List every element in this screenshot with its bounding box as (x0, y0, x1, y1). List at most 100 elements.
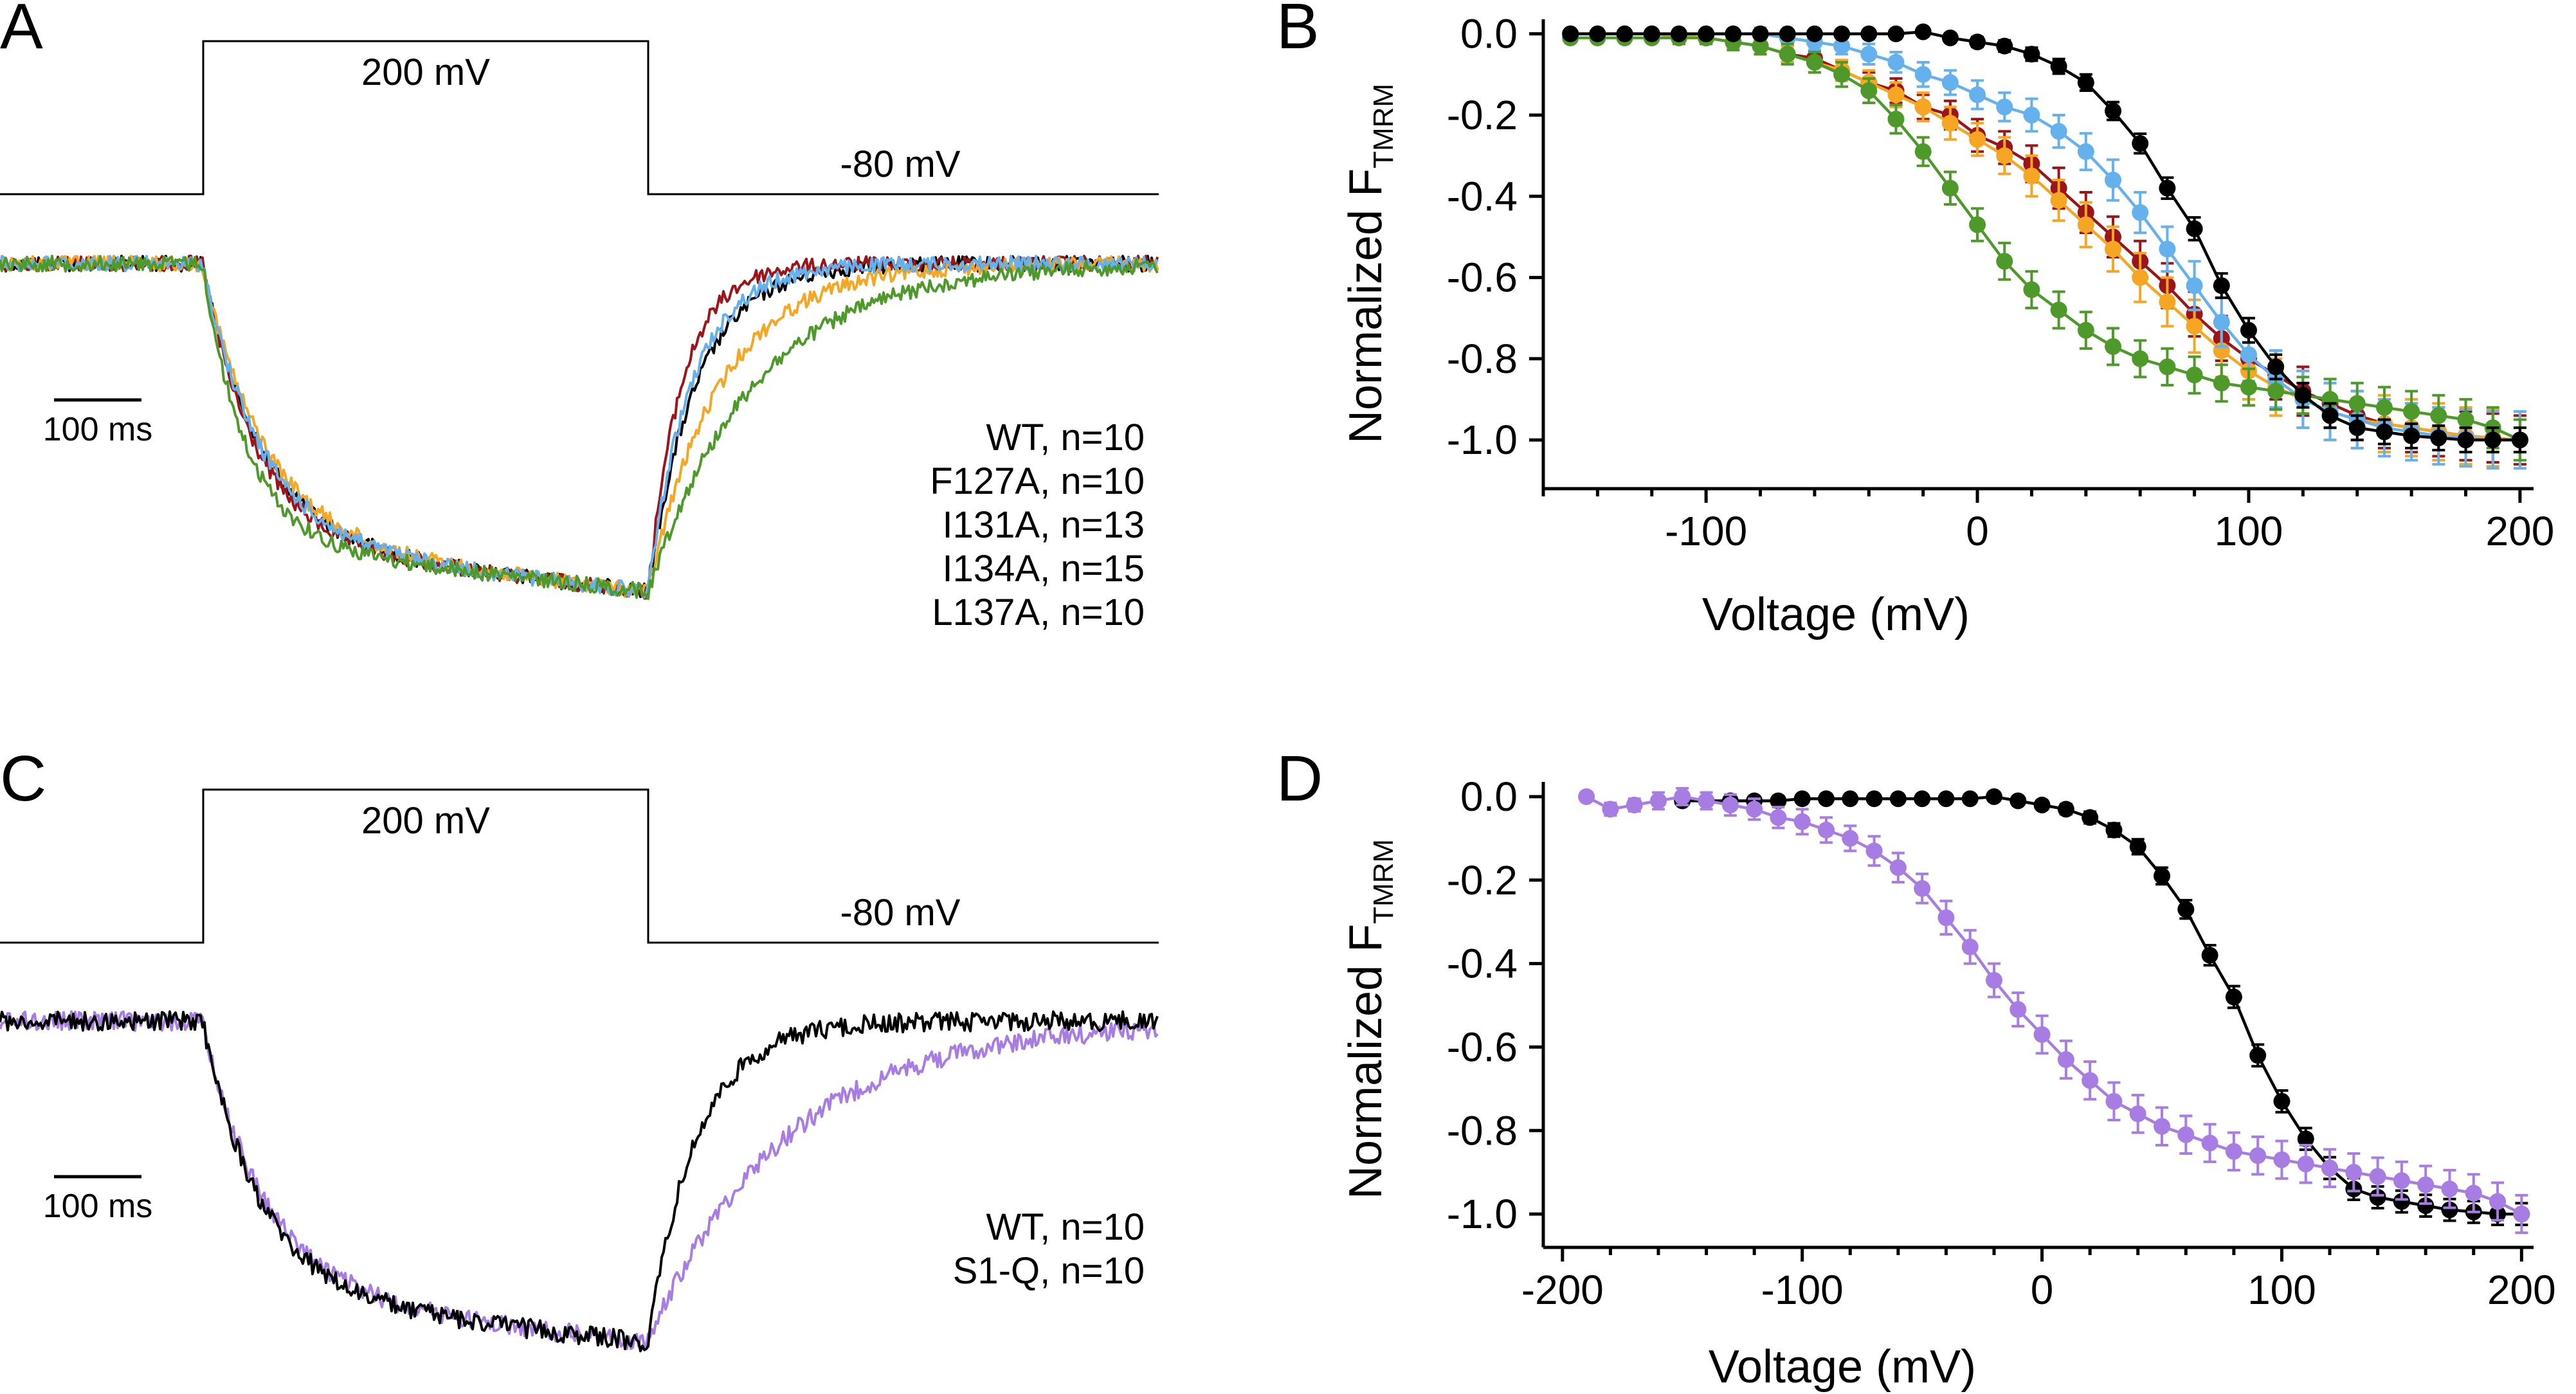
data-point-i131a (2186, 318, 2203, 335)
data-point-i134a (2132, 204, 2149, 221)
data-point-s1q (2273, 1151, 2290, 1168)
data-point-s1q (2321, 1159, 2339, 1177)
x-tick-label: -100 (1665, 508, 1747, 554)
data-point-l137a (2050, 302, 2067, 319)
legend-a-f127a: F127A, n=10 (930, 460, 1145, 502)
data-point-s1q (2225, 1143, 2242, 1160)
data-point-wt (2273, 1092, 2290, 1110)
data-point-l137a (1779, 46, 1796, 63)
data-point-wt (2297, 1130, 2314, 1148)
data-point-i134a (2240, 346, 2257, 363)
data-point-wt (2240, 321, 2257, 339)
data-point-wt (2457, 431, 2474, 449)
data-point-s1q (2082, 1072, 2099, 1089)
data-point-wt (1818, 790, 1835, 808)
panel-b-xlabel: Voltage (mV) (1702, 589, 1970, 640)
data-point-wt (1941, 29, 1959, 46)
panel-d-plot: 0.0 -0.2 -0.4 -0.6 -0.8 -1.0-200 -100 0 100 200 (1447, 774, 2556, 1313)
data-point-wt (1961, 790, 1979, 808)
fit-line-f127a (1570, 32, 2521, 442)
data-point-wt (2009, 792, 2027, 810)
data-point-wt (2105, 102, 2122, 120)
data-point-s1q (1818, 821, 1835, 838)
data-point-s1q (2489, 1193, 2507, 1210)
x-tick-label: 0 (1966, 508, 1989, 554)
data-point-wt (2213, 277, 2230, 294)
legend-a-i134a: I134A, n=15 (943, 548, 1145, 590)
data-point-s1q (1649, 792, 1667, 810)
y-tick-label: -0.8 (1447, 1107, 1518, 1154)
data-point-wt (2249, 1047, 2267, 1064)
data-point-i131a (1887, 86, 1905, 104)
data-point-l137a (2457, 411, 2474, 428)
data-point-wt (1996, 37, 2013, 55)
panel-d-ylabel-main-text: Normalized F (1340, 924, 1392, 1199)
data-point-wt (2057, 801, 2074, 818)
data-point-wt (2369, 1189, 2386, 1206)
data-point-wt (1937, 790, 1955, 808)
panel-a-scale-bar-label: 100 ms (43, 411, 153, 448)
panel-b-ylabel-main-text: Normalized F (1340, 168, 1392, 444)
data-point-i131a (2050, 192, 2067, 209)
panel-b-ylabel-sub: TMRM (1368, 84, 1399, 168)
legend-a-wt: WT, n=10 (986, 417, 1145, 458)
fit-line-i131a (1570, 32, 2521, 442)
data-point-l137a (2023, 281, 2040, 298)
data-point-i134a (1941, 74, 1959, 91)
data-point-wt (2050, 58, 2067, 75)
data-point-wt (2430, 430, 2447, 447)
legend-c-s1q: S1-Q, n=10 (953, 1250, 1145, 1292)
data-point-s1q (1746, 801, 1763, 818)
data-point-wt (2159, 179, 2176, 197)
data-point-s1q (1698, 792, 1715, 810)
data-point-s1q (2441, 1181, 2458, 1198)
data-point-l137a (1833, 66, 1851, 83)
data-point-s1q (1937, 909, 1955, 927)
fit-line-wt (1570, 30, 2520, 442)
data-point-wt (1842, 790, 1859, 808)
data-point-s1q (2154, 1118, 2171, 1135)
panel-d-xlabel: Voltage (mV) (1709, 1341, 1976, 1393)
data-point-i134a (2023, 106, 2040, 123)
data-point-wt (1698, 25, 1715, 42)
panel-c-scale-bar-label: 100 ms (43, 1188, 153, 1225)
x-tick-label: 0 (2031, 1267, 2054, 1313)
y-tick-label: -0.6 (1447, 255, 1518, 301)
data-point-wt (2294, 386, 2312, 404)
data-point-wt (2033, 796, 2051, 813)
data-point-i134a (2050, 123, 2067, 140)
data-point-l137a (2213, 374, 2230, 392)
panel-a-step-label: 200 mV (361, 51, 490, 93)
panel-c-traces (0, 1010, 1159, 1353)
trace-f127a (0, 255, 1159, 600)
panel-a-scale-bar: 100 ms (43, 398, 153, 448)
data-point-i134a (1969, 86, 1986, 104)
y-tick-label: 0.0 (1460, 774, 1518, 820)
y-tick-label: -1.0 (1447, 417, 1518, 463)
data-point-wt (2129, 838, 2146, 855)
panel-label-d: D (1276, 743, 1323, 815)
data-point-wt (1562, 25, 1579, 42)
data-point-wt (2267, 358, 2285, 376)
panel-label-a: A (0, 0, 43, 62)
legend-a-l137a: L137A, n=10 (932, 592, 1145, 633)
y-tick-label: -0.4 (1447, 173, 1518, 219)
data-point-wt (2023, 46, 2040, 63)
trace-s1q (0, 1010, 1159, 1350)
data-point-wt (1752, 25, 1769, 42)
data-point-i134a (1860, 46, 1878, 63)
data-point-i134a (2186, 277, 2203, 294)
data-point-wt (1860, 25, 1878, 42)
panel-c-step-label: 200 mV (361, 800, 490, 842)
data-point-i134a (2159, 240, 2176, 258)
data-point-s1q (2129, 1105, 2146, 1123)
x-tick-label: 200 (2486, 508, 2555, 554)
data-point-s1q (2249, 1147, 2267, 1164)
data-point-wt (2186, 220, 2203, 237)
y-tick-label: -0.6 (1447, 1024, 1518, 1070)
data-point-s1q (2417, 1176, 2435, 1193)
data-point-s1q (1793, 813, 1811, 830)
data-point-wt (2403, 427, 2420, 444)
data-point-l137a (2348, 395, 2366, 412)
data-point-wt (2201, 946, 2218, 964)
